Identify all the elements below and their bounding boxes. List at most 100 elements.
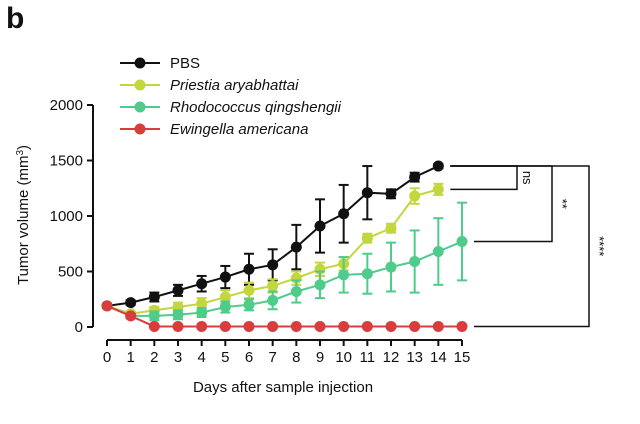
data-point <box>338 320 350 332</box>
x-tick-label: 2 <box>150 349 158 366</box>
data-point <box>243 284 255 296</box>
bracket-label: **** <box>592 236 607 256</box>
series-layer <box>101 160 468 332</box>
x-tick-label: 6 <box>245 349 253 366</box>
legend-label: Rhodococcus qingshengii <box>170 99 342 116</box>
x-tick-label: 11 <box>360 349 376 366</box>
x-ticks: 0 1 2 3 4 5 6 7 8 9 10 11 12 13 14 15 <box>103 340 471 366</box>
data-point <box>314 279 326 291</box>
legend-marker <box>134 101 146 113</box>
x-tick-label: 14 <box>430 349 447 366</box>
data-point <box>385 261 397 273</box>
y-tick-label: 2000 <box>50 97 83 114</box>
data-point <box>409 190 421 202</box>
data-point <box>267 294 279 306</box>
data-point <box>196 320 208 332</box>
data-point <box>338 269 350 281</box>
x-tick-label: 9 <box>316 349 324 366</box>
legend-marker <box>134 123 146 135</box>
legend-label: PBS <box>170 55 200 72</box>
data-point <box>432 320 444 332</box>
data-point <box>314 320 326 332</box>
y-tick-label: 500 <box>58 264 83 281</box>
data-point <box>409 320 421 332</box>
data-point <box>361 232 373 244</box>
data-point <box>361 187 373 199</box>
legend: PBS Priestia aryabhattai Rhodococcus qings… <box>120 55 342 138</box>
x-tick-label: 7 <box>268 349 276 366</box>
panel-label: b <box>6 2 25 35</box>
data-point <box>456 320 468 332</box>
x-tick-label: 1 <box>126 349 134 366</box>
x-tick-label: 10 <box>335 349 352 366</box>
x-tick-label: 4 <box>197 349 205 366</box>
x-tick-label: 0 <box>103 349 111 366</box>
data-point <box>196 278 208 290</box>
data-point <box>267 259 279 271</box>
x-tick-label: 5 <box>221 349 229 366</box>
significance-brackets: ns****** <box>450 165 607 328</box>
data-point <box>361 268 373 280</box>
data-point <box>432 160 444 172</box>
y-tick-label: 1500 <box>50 153 83 170</box>
data-point <box>172 284 184 296</box>
x-tick-label: 8 <box>292 349 300 366</box>
data-point <box>385 188 397 200</box>
data-point <box>432 246 444 258</box>
data-point <box>172 320 184 332</box>
bracket-3: **** <box>450 165 607 328</box>
data-point <box>338 208 350 220</box>
data-point <box>219 301 231 313</box>
data-point <box>125 297 137 309</box>
data-point <box>243 263 255 275</box>
data-point <box>456 236 468 248</box>
data-point <box>148 291 160 303</box>
bracket-line <box>450 165 553 243</box>
data-point <box>125 310 137 322</box>
bracket-line <box>450 165 518 191</box>
data-point <box>290 285 302 297</box>
x-tick-label: 13 <box>406 349 423 366</box>
data-point <box>267 280 279 292</box>
data-point <box>219 271 231 283</box>
x-tick-label: 3 <box>174 349 182 366</box>
bracket-2: ** <box>450 165 570 243</box>
legend-label: Ewingella americana <box>170 121 308 138</box>
data-point <box>148 310 160 322</box>
data-point <box>219 320 231 332</box>
bracket-label: ns <box>520 171 535 185</box>
data-point <box>385 320 397 332</box>
data-point <box>385 222 397 234</box>
data-point <box>196 307 208 319</box>
data-point <box>148 320 160 332</box>
data-point <box>172 309 184 321</box>
y-ticks: 0 500 1000 1500 2000 <box>50 97 93 336</box>
data-point <box>243 320 255 332</box>
y-tick-label: 1000 <box>50 208 83 225</box>
bracket-label: ** <box>555 199 570 209</box>
y-tick-label: 0 <box>75 319 83 336</box>
y-axis-title: Tumor volume (mm3) <box>15 145 33 285</box>
data-point <box>361 320 373 332</box>
series-0 <box>101 160 444 312</box>
data-point <box>432 183 444 195</box>
data-point <box>290 241 302 253</box>
x-tick-label: 15 <box>454 349 471 366</box>
series-line <box>106 304 462 328</box>
data-point <box>219 291 231 303</box>
data-point <box>101 300 113 312</box>
data-point <box>409 171 421 183</box>
bracket-1: ns <box>450 165 535 191</box>
data-point <box>290 320 302 332</box>
data-point <box>196 298 208 310</box>
legend-label: Priestia aryabhattai <box>170 77 299 94</box>
series-2 <box>101 201 468 322</box>
legend-marker <box>134 57 146 69</box>
data-point <box>314 220 326 232</box>
bracket-line <box>450 165 590 328</box>
x-tick-label: 12 <box>383 349 400 366</box>
series-3 <box>101 300 468 332</box>
data-point <box>243 299 255 311</box>
